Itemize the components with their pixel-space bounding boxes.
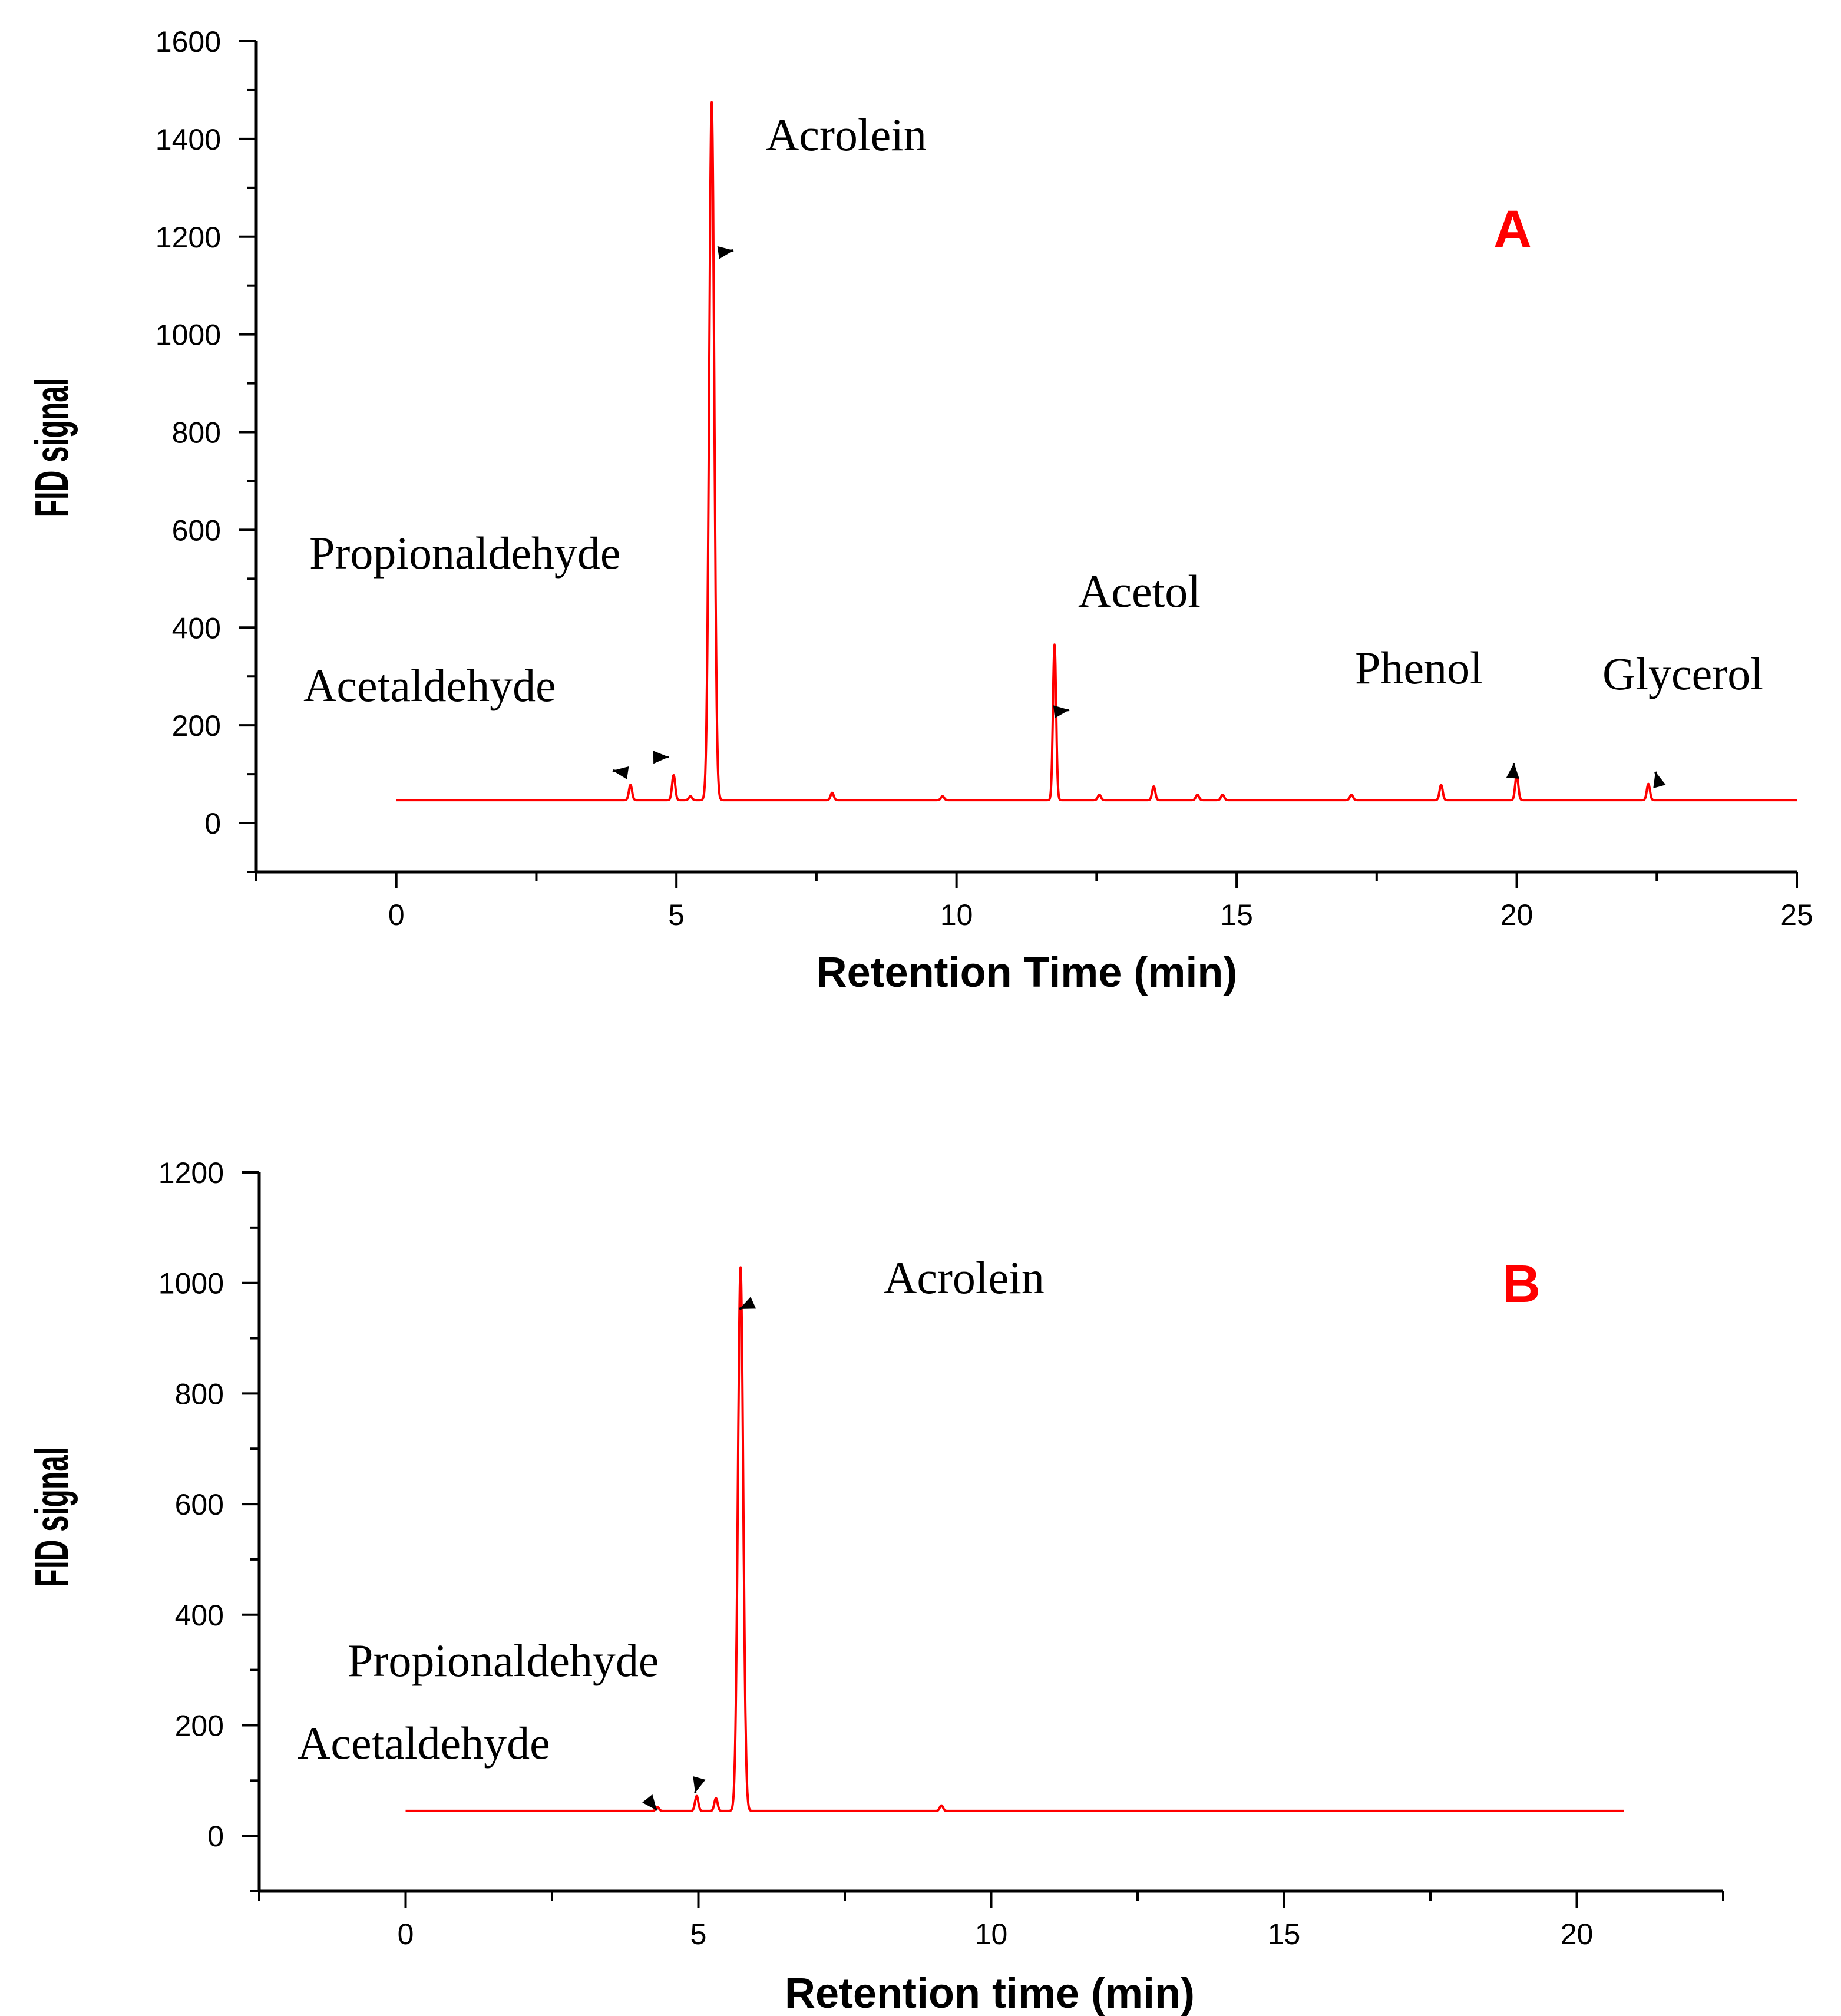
y-tick-label: 600 xyxy=(172,514,221,547)
y-tick-label: 0 xyxy=(207,1820,224,1853)
y-tick-label: 400 xyxy=(172,612,221,645)
x-tick-label: 0 xyxy=(398,1918,414,1951)
panel-label: B xyxy=(1502,1255,1541,1314)
annotation-arrowhead xyxy=(653,751,669,764)
x-tick-label: 5 xyxy=(668,898,685,931)
x-tick-label: 15 xyxy=(1268,1918,1301,1951)
annotation-arrowhead xyxy=(642,1794,657,1810)
y-tick-label: 200 xyxy=(172,709,221,742)
y-tick-label: 1600 xyxy=(156,25,221,58)
chromatogram-trace xyxy=(395,101,1798,802)
x-tick-label: 0 xyxy=(388,898,405,931)
chromatogram-trace xyxy=(404,1266,1625,1812)
peak-annotation-label: Glycerol xyxy=(1602,648,1763,699)
y-tick-label: 1400 xyxy=(156,123,221,156)
peak-annotation-label: Acetol xyxy=(1078,566,1201,617)
y-tick-label: 600 xyxy=(175,1488,224,1521)
chart-panel-b: 0 200 400 600 800 1000 1200 0 5 10 15 20 FID signal R… xyxy=(26,1156,1724,2016)
y-tick-label: 200 xyxy=(175,1709,224,1742)
annotation-arrowhead xyxy=(1653,772,1666,788)
x-tick-label: 10 xyxy=(940,898,973,931)
peak-annotation-label: Acrolein xyxy=(766,109,927,160)
y-tick-label: 1000 xyxy=(156,319,221,352)
y-tick-label: 400 xyxy=(175,1599,224,1632)
peak-annotation-label: Phenol xyxy=(1355,642,1483,693)
peak-annotation-label: Acrolein xyxy=(884,1252,1045,1303)
annotation-arrowhead xyxy=(693,1776,706,1793)
x-tick-label: 5 xyxy=(690,1918,707,1951)
chart-panel-a: 0 200 400 600 800 1000 1200 1400 1600 0 5 10 15 20 25 F… xyxy=(26,25,1813,996)
panel-label: A xyxy=(1493,200,1532,259)
peak-annotation-label: Propionaldehyde xyxy=(309,527,621,579)
annotation-arrowhead xyxy=(613,766,629,779)
y-tick-label: 800 xyxy=(175,1377,224,1410)
y-tick-label: 1200 xyxy=(156,221,221,254)
x-tick-label: 10 xyxy=(975,1918,1008,1951)
y-tick-label: 1000 xyxy=(158,1267,224,1300)
y-axis-title: FID signal xyxy=(26,378,78,518)
x-tick-label: 20 xyxy=(1561,1918,1594,1951)
y-axis-title: FID signal xyxy=(26,1447,78,1587)
peak-annotation-label: Acetaldehyde xyxy=(298,1717,550,1769)
x-tick-label: 20 xyxy=(1500,898,1533,931)
x-tick-label: 15 xyxy=(1220,898,1253,931)
annotation-arrowhead xyxy=(717,246,733,259)
peak-annotation-label: Acetaldehyde xyxy=(303,660,556,711)
peak-annotation-label: Propionaldehyde xyxy=(348,1635,659,1686)
annotation-arrowhead xyxy=(1506,763,1519,779)
y-tick-label: 0 xyxy=(204,807,221,840)
x-axis-title: Retention time (min) xyxy=(785,1970,1195,2016)
annotation-arrowhead xyxy=(739,1297,756,1309)
y-tick-label: 800 xyxy=(172,417,221,450)
x-tick-label: 25 xyxy=(1780,898,1813,931)
x-axis-title: Retention Time (min) xyxy=(817,949,1238,996)
y-tick-label: 1200 xyxy=(158,1156,224,1189)
annotation-arrowhead xyxy=(1053,705,1069,719)
